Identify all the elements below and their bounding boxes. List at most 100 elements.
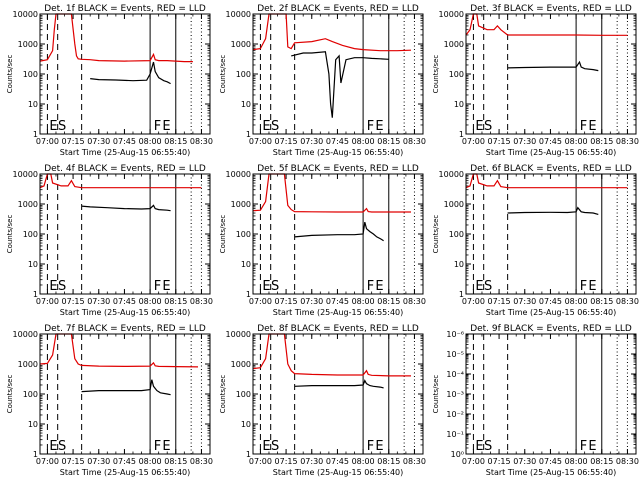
- y-tick-label: 10000: [13, 170, 38, 179]
- events-series-line: [81, 379, 171, 396]
- x-axis-label: Start Time (25-Aug-15 06:55:40): [273, 468, 404, 477]
- y-tick-label: 1: [246, 290, 251, 299]
- x-tick-label: 07:00: [462, 297, 485, 306]
- x-tick-label: 08:00: [565, 457, 588, 466]
- x-tick-label: 07:30: [513, 137, 536, 146]
- event-letter: S: [58, 119, 66, 134]
- plot-frame: [39, 13, 211, 135]
- y-tick-label: 10⁻⁶: [446, 330, 464, 339]
- plot-frame: [465, 173, 637, 295]
- x-tick-label: 08:30: [616, 137, 639, 146]
- y-tick-label: 10000: [226, 330, 251, 339]
- y-tick-label: 100: [23, 70, 38, 79]
- panel-title: Det. 7f BLACK = Events, RED = LLD: [44, 324, 206, 334]
- x-tick-label: 08:30: [403, 297, 426, 306]
- x-tick-label: 07:30: [300, 457, 323, 466]
- plot-frame: [252, 173, 424, 295]
- y-axis-label: Counts/sec: [6, 55, 14, 94]
- x-tick-label: 07:15: [62, 297, 85, 306]
- events-series-line: [90, 61, 171, 85]
- event-letter: E: [588, 439, 596, 454]
- x-tick-label: 07:15: [275, 137, 298, 146]
- event-letter: F: [367, 279, 374, 294]
- y-tick-label: 1000: [231, 40, 251, 49]
- y-tick-label: 10: [28, 100, 38, 109]
- y-tick-label: 1: [459, 130, 464, 139]
- event-letter: S: [271, 439, 279, 454]
- x-tick-label: 08:15: [377, 137, 400, 146]
- x-tick-label: 07:15: [275, 297, 298, 306]
- x-tick-label: 08:15: [164, 457, 187, 466]
- y-tick-label: 1: [246, 130, 251, 139]
- event-letter: S: [484, 279, 492, 294]
- plot-frame: [252, 13, 424, 135]
- y-tick-label: 1: [33, 130, 38, 139]
- y-tick-label: 10000: [226, 170, 251, 179]
- y-tick-label: 1000: [18, 360, 38, 369]
- panel-7: Det. 7f BLACK = Events, RED = LLD Counts/…: [6, 324, 213, 477]
- plot-frame: [465, 13, 637, 135]
- y-tick-label: 100: [449, 230, 464, 239]
- y-tick-label: 10: [28, 260, 38, 269]
- event-letter: S: [271, 119, 279, 134]
- panel-2: Det. 2f BLACK = Events, RED = LLD Counts/…: [219, 4, 426, 157]
- x-tick-label: 07:15: [488, 297, 511, 306]
- y-tick-label: 100: [23, 230, 38, 239]
- x-tick-label: 07:45: [113, 297, 136, 306]
- panel-title: Det. 1f BLACK = Events, RED = LLD: [44, 4, 206, 14]
- x-tick-label: 07:45: [113, 457, 136, 466]
- event-letter: E: [262, 119, 270, 134]
- event-letter: F: [154, 119, 161, 134]
- x-tick-label: 08:30: [190, 457, 213, 466]
- x-tick-label: 07:00: [36, 457, 59, 466]
- x-tick-label: 08:00: [139, 137, 162, 146]
- y-axis-label: Counts/sec: [6, 215, 14, 254]
- x-tick-label: 07:45: [326, 297, 349, 306]
- y-axis-label: Counts/sec: [432, 55, 440, 94]
- x-tick-label: 08:30: [190, 297, 213, 306]
- events-series-line: [294, 379, 384, 389]
- x-axis-label: Start Time (25-Aug-15 06:55:40): [273, 148, 404, 157]
- x-tick-label: 07:15: [488, 457, 511, 466]
- y-axis-label: Counts/sec: [432, 215, 440, 254]
- y-tick-label: 10⁰: [451, 450, 464, 459]
- event-letter: E: [588, 279, 596, 294]
- event-letter: E: [375, 439, 383, 454]
- y-tick-label: 1000: [18, 40, 38, 49]
- y-axis-label: Counts/sec: [219, 215, 227, 254]
- y-tick-label: 10: [241, 100, 251, 109]
- event-letter: F: [580, 279, 587, 294]
- x-tick-label: 08:30: [616, 457, 639, 466]
- event-letter: F: [367, 119, 374, 134]
- event-letter: F: [154, 279, 161, 294]
- event-letter: S: [484, 119, 492, 134]
- x-tick-label: 08:00: [352, 297, 375, 306]
- x-tick-label: 07:30: [300, 297, 323, 306]
- y-tick-label: 1: [33, 450, 38, 459]
- lld-series-line: [465, 13, 628, 36]
- panel-6: Det. 6f BLACK = Events, RED = LLD Counts/…: [432, 164, 639, 317]
- x-tick-label: 07:00: [462, 457, 485, 466]
- event-letter: E: [475, 439, 483, 454]
- panel-title: Det. 6f BLACK = Events, RED = LLD: [470, 164, 632, 174]
- x-tick-label: 07:15: [488, 137, 511, 146]
- event-letter: E: [262, 439, 270, 454]
- x-tick-label: 08:30: [190, 137, 213, 146]
- panel-title: Det. 3f BLACK = Events, RED = LLD: [470, 4, 632, 14]
- x-tick-label: 07:15: [275, 457, 298, 466]
- plot-frame: [39, 173, 211, 295]
- x-tick-label: 07:30: [513, 297, 536, 306]
- y-tick-label: 1000: [18, 200, 38, 209]
- x-tick-label: 07:15: [62, 457, 85, 466]
- x-tick-label: 08:15: [590, 137, 613, 146]
- y-tick-label: 10: [454, 100, 464, 109]
- event-letter: F: [154, 439, 161, 454]
- y-tick-label: 1000: [444, 200, 464, 209]
- y-tick-label: 1: [33, 290, 38, 299]
- y-tick-label: 10⁻²: [446, 410, 464, 419]
- y-tick-label: 10⁻⁵: [446, 350, 464, 359]
- y-tick-label: 10: [241, 420, 251, 429]
- x-tick-label: 08:15: [590, 297, 613, 306]
- y-tick-label: 10: [454, 260, 464, 269]
